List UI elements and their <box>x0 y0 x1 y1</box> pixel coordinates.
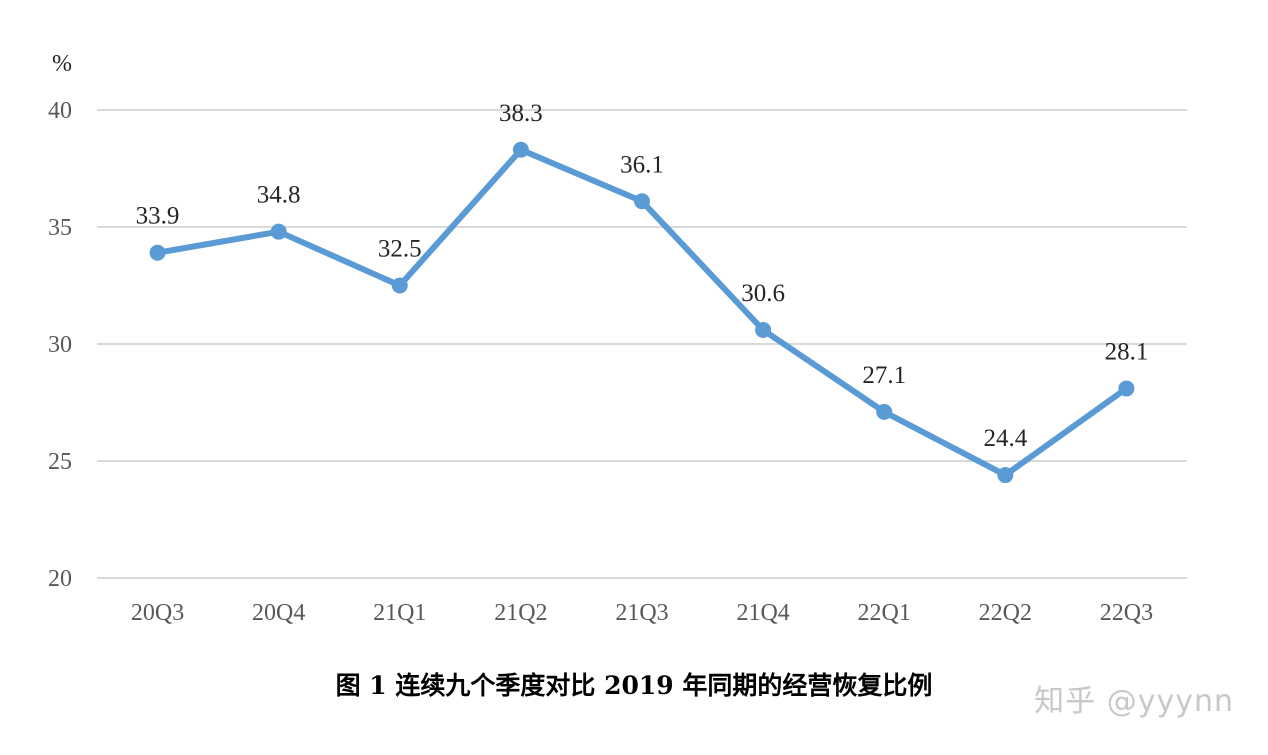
data-label: 34.8 <box>257 182 301 209</box>
series-line-group <box>149 141 1135 484</box>
watermark: 知乎 @yyynn <box>1034 684 1234 719</box>
data-label: 38.3 <box>499 100 543 127</box>
gridlines <box>97 109 1187 579</box>
data-point <box>391 277 408 294</box>
x-tick-label: 22Q1 <box>858 600 911 626</box>
data-point <box>1118 380 1135 397</box>
data-label: 36.1 <box>620 151 664 178</box>
y-tick-label: 25 <box>48 449 72 475</box>
data-point <box>634 193 650 210</box>
x-tick-label: 21Q4 <box>736 600 789 626</box>
data-point <box>876 403 893 420</box>
x-tick-label: 20Q3 <box>131 600 184 626</box>
chart-caption: 图 1 连续九个季度对比 2019 年同期的经营恢复比例 <box>335 671 933 700</box>
data-point <box>149 244 166 261</box>
x-tick-label: 21Q3 <box>615 600 668 626</box>
x-tick-label: 22Q2 <box>979 600 1032 626</box>
y-axis-ticks: 20 25 30 35 40 <box>48 98 72 592</box>
y-tick-label: 30 <box>48 332 72 358</box>
x-axis-ticks: 20Q3 20Q4 21Q1 21Q2 21Q3 21Q4 22Q1 22Q2 22Q3 <box>131 600 1153 626</box>
y-tick-label: 40 <box>48 98 72 124</box>
x-tick-label: 21Q2 <box>494 600 547 626</box>
x-tick-label: 22Q3 <box>1100 600 1153 626</box>
data-label: 28.1 <box>1105 338 1149 365</box>
y-tick-label: 35 <box>48 215 72 241</box>
data-labels: 33.9 34.8 32.5 38.3 36.1 30.6 27.1 24.4 28.1 <box>136 100 1149 452</box>
data-point <box>270 223 287 240</box>
data-label: 32.5 <box>378 236 422 263</box>
data-point <box>997 467 1014 484</box>
data-label: 24.4 <box>983 425 1027 452</box>
x-tick-label: 20Q4 <box>252 600 305 626</box>
data-point <box>512 141 529 158</box>
data-label: 27.1 <box>862 362 906 389</box>
data-label: 30.6 <box>741 280 785 307</box>
data-label: 33.9 <box>136 203 180 230</box>
data-point <box>755 321 772 338</box>
y-tick-label: 20 <box>48 566 72 592</box>
y-axis-unit-label: % <box>52 51 72 77</box>
x-tick-label: 21Q1 <box>373 600 426 626</box>
